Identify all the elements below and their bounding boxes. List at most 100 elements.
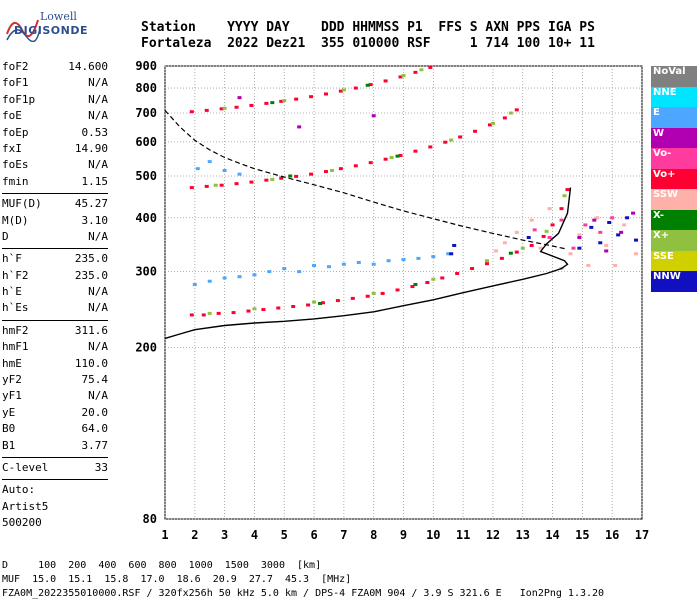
param-row-g4-5: yE 20.0 xyxy=(2,406,108,422)
echo-point-vo xyxy=(249,103,254,107)
param-divider xyxy=(2,479,108,481)
param-row-g1-7: fmin 1.15 xyxy=(2,175,108,191)
echo-point-vo xyxy=(514,108,519,112)
param-row-g2-0: MUF(D) 45.27 xyxy=(2,197,108,213)
echo-point-x xyxy=(413,283,418,287)
echo-point-ssw xyxy=(622,223,627,227)
echo-point-e xyxy=(341,262,346,266)
param-row-g3-2: h`E N/A xyxy=(2,285,108,301)
echo-point-vo xyxy=(216,311,221,315)
param-name: B0 xyxy=(2,422,16,436)
param-row-g1-0: foF2 14.600 xyxy=(2,60,108,76)
echo-point-x xyxy=(449,138,454,142)
echo-point-nnw xyxy=(625,216,630,220)
echo-point-vo xyxy=(291,304,296,308)
echo-point-w xyxy=(592,218,597,222)
echo-point-e xyxy=(282,267,287,271)
param-name: foF2 xyxy=(2,60,29,73)
echo-point-vo xyxy=(473,129,478,133)
param-value: N/A xyxy=(88,285,108,299)
param-value: 20.0 xyxy=(81,405,109,419)
echo-point-e xyxy=(192,283,197,287)
x-tick-label: 9 xyxy=(400,528,407,542)
echo-point-w xyxy=(237,96,242,100)
y-tick-label: 700 xyxy=(135,106,157,120)
echo-point-vo xyxy=(610,216,615,220)
x-tick-label: 3 xyxy=(221,528,228,542)
legend-item-vo-: Vo+ xyxy=(651,168,697,189)
param-value: N/A xyxy=(88,109,108,123)
param-row-g4-6: B0 64.0 xyxy=(2,422,108,438)
param-name: hmF2 xyxy=(2,323,29,337)
echo-point-vo xyxy=(321,301,326,305)
x-tick-label: 4 xyxy=(251,528,258,542)
param-name: foE xyxy=(2,109,22,123)
param-value: 110.0 xyxy=(74,356,108,370)
param-name: fxI xyxy=(2,141,22,155)
param-value: 33 xyxy=(94,460,108,474)
y-tick-label: 800 xyxy=(135,81,157,95)
echo-point-ssw xyxy=(568,252,573,256)
x-tick-label: 1 xyxy=(161,528,168,542)
param-value: 14.600 xyxy=(68,60,108,73)
param-row-g3-3: h`Es N/A xyxy=(2,301,108,317)
echo-point-x xyxy=(508,251,513,255)
echo-point-vo xyxy=(550,223,555,227)
param-name: hmE xyxy=(2,356,22,370)
x-tick-label: 5 xyxy=(281,528,288,542)
legend-item-ssw: SSW xyxy=(651,189,697,210)
echo-point-ssw xyxy=(538,246,543,250)
param-row-g3-1: h`F2 235.0 xyxy=(2,269,108,285)
echo-point-vo xyxy=(547,235,552,239)
footer: D 100 200 400 600 800 1000 1500 3000 [km… xyxy=(2,559,604,601)
echo-point-vo xyxy=(189,186,194,190)
echo-point-vo xyxy=(502,116,507,120)
echo-point-e xyxy=(446,252,451,256)
x-tick-label: 13 xyxy=(516,528,530,542)
echo-point-e xyxy=(237,172,242,176)
param-value: 75.4 xyxy=(81,373,109,387)
echo-point-ssw xyxy=(595,216,600,220)
echo-point-e xyxy=(222,276,227,280)
echo-point-w xyxy=(631,211,636,215)
auto-scaling-text-1: Artist5 xyxy=(2,499,49,513)
echo-point-x xyxy=(371,291,376,295)
echo-point-vo xyxy=(309,172,314,176)
x-tick-label: 17 xyxy=(635,528,649,542)
param-name: fmin xyxy=(2,174,29,188)
param-name: D xyxy=(2,229,9,243)
param-value: 3.77 xyxy=(81,438,109,452)
param-row-g1-2: foF1p N/A xyxy=(2,93,108,109)
echo-point-vo xyxy=(234,182,239,186)
legend-item-x-: X+ xyxy=(651,230,697,251)
echo-point-x xyxy=(520,246,525,250)
x-tick-label: 16 xyxy=(605,528,619,542)
echo-point-ssw xyxy=(502,241,507,245)
echo-point-vo xyxy=(201,313,206,317)
header-labels: Station YYYY DAY DDD HHMMSS P1 FFS S AXN… xyxy=(141,20,595,35)
echo-point-vo xyxy=(541,234,546,238)
legend-item-e: E xyxy=(651,107,697,128)
echo-point-x xyxy=(270,101,275,105)
echo-point-vo xyxy=(532,228,537,232)
echo-point-vo xyxy=(398,153,403,157)
param-name: yE xyxy=(2,405,16,419)
echo-point-x xyxy=(222,106,227,110)
echo-point-vo xyxy=(484,262,489,266)
legend-item-vo-: Vo- xyxy=(651,148,697,169)
legend-item-noval: NoVal xyxy=(651,66,697,87)
echo-point-vo xyxy=(380,291,385,295)
echo-point-vo xyxy=(204,184,209,188)
param-name: MUF(D) xyxy=(2,197,42,211)
echo-point-nnw xyxy=(634,238,639,242)
echo-point-ssw xyxy=(514,230,519,234)
echo-point-w xyxy=(604,249,609,253)
legend: NoVal NNE E W Vo- Vo+ SSW X- X+ SSE NNW xyxy=(651,66,697,292)
param-row-g4-0: hmF2 311.6 xyxy=(2,324,108,340)
echo-point-x xyxy=(484,259,489,263)
echo-point-e xyxy=(416,256,421,260)
echo-point-e xyxy=(356,260,361,264)
param-value: 235.0 xyxy=(74,252,108,266)
x-tick-label: 10 xyxy=(426,528,440,542)
legend-item-sse: SSE xyxy=(651,250,697,271)
